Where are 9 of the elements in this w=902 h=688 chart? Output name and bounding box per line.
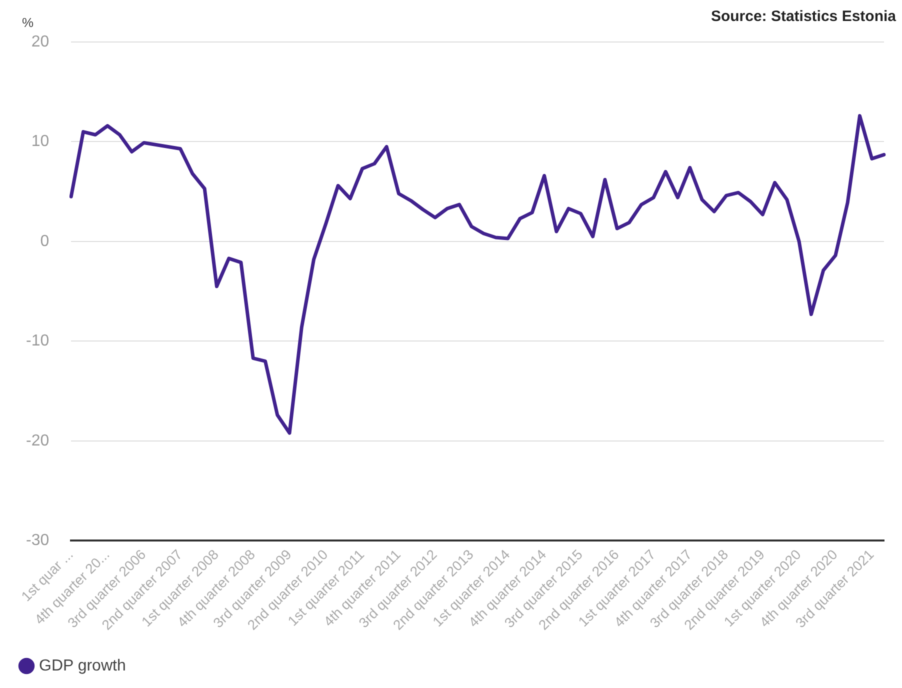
legend-label: GDP growth — [39, 657, 126, 674]
source-note: Source: Statistics Estonia — [710, 8, 896, 25]
y-axis-title: % — [22, 15, 34, 30]
y-tick-label: -10 — [26, 332, 50, 350]
y-tick-label: 10 — [31, 133, 50, 150]
y-tick-label: 20 — [31, 33, 50, 50]
y-tick-label: 0 — [40, 232, 50, 250]
y-tick-label: -30 — [26, 532, 50, 550]
y-tick-label: -20 — [26, 432, 50, 450]
